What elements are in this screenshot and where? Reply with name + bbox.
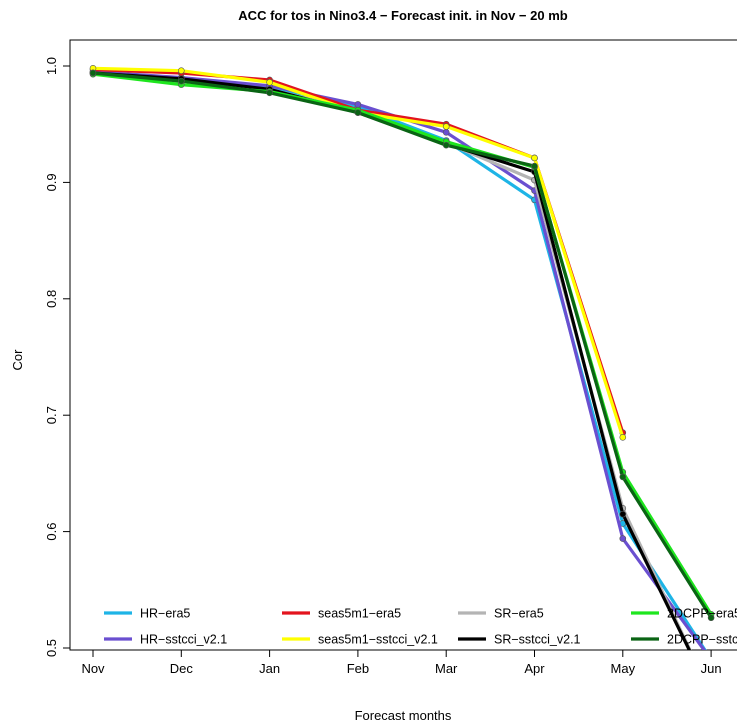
legend-label: SR−era5 (494, 607, 544, 621)
x-tick-label: Feb (347, 661, 369, 676)
series-line (91, 70, 707, 650)
series-5 (89, 69, 714, 698)
y-tick-label: 0.8 (44, 290, 59, 308)
series-6 (89, 69, 714, 698)
data-point (266, 78, 273, 86)
data-point (619, 473, 627, 481)
legend-label: seas5m1−era5 (318, 607, 401, 621)
data-point (619, 510, 627, 518)
legend-label: SR−sstcci_v2.1 (494, 633, 581, 647)
series-line (91, 70, 707, 650)
legend-label: HR−sstcci_v2.1 (140, 633, 227, 647)
series-line (91, 71, 692, 650)
y-axis: 0.5 0.6 0.7 0.8 0.9 1.0 (44, 57, 70, 657)
legend-label: 2DCPP−era5 (667, 607, 737, 621)
series-1 (89, 68, 707, 650)
series-2 (89, 68, 707, 650)
data-point (266, 89, 273, 97)
data-point (619, 535, 627, 542)
data-point (708, 692, 714, 698)
data-point (531, 154, 538, 162)
y-tick-label: 1.0 (44, 57, 59, 75)
chart-title: ACC for tos in Nino3.4 − Forecast init. … (238, 8, 567, 23)
legend-label: 2DCPP−sstcci_v2.1 (667, 633, 737, 647)
data-point (442, 129, 450, 136)
legend-label: HR−era5 (140, 607, 190, 621)
x-axis: Nov Dec Jan Feb Mar Apr May Jun (81, 650, 722, 676)
series-8 (89, 69, 715, 622)
plot-frame (69, 39, 737, 651)
x-tick-label: Apr (524, 661, 545, 676)
y-tick-label: 0.6 (44, 523, 59, 541)
series-line (91, 67, 625, 435)
x-tick-label: Nov (81, 661, 105, 676)
data-point (442, 141, 450, 149)
series-layer (89, 65, 715, 698)
y-tick-label: 0.9 (44, 173, 59, 191)
series-3 (89, 66, 627, 436)
legend-label: seas5m1−sstcci_v2.1 (318, 633, 438, 647)
y-tick-label: 0.5 (44, 639, 59, 657)
series-line (91, 72, 713, 616)
data-point (707, 614, 715, 622)
data-point (442, 123, 450, 130)
x-tick-label: May (611, 661, 636, 676)
series-line (91, 71, 713, 620)
data-point (531, 162, 538, 170)
data-point (178, 77, 185, 85)
series-line (91, 71, 692, 650)
x-tick-label: Jan (259, 661, 280, 676)
x-tick-label: Jun (701, 661, 722, 676)
x-axis-label: Forecast months (355, 708, 452, 723)
data-point (708, 692, 714, 698)
data-point (89, 69, 97, 77)
legend: HR−era5 seas5m1−era5 SR−era5 2DCPP−era5 HR−s… (104, 607, 737, 647)
data-point (354, 109, 362, 116)
x-tick-label: Dec (170, 661, 194, 676)
y-axis-label: Cor (10, 349, 25, 371)
x-tick-label: Mar (435, 661, 458, 676)
data-point (354, 101, 362, 108)
series-line (91, 66, 625, 439)
y-tick-label: 0.7 (44, 406, 59, 424)
data-point (178, 67, 185, 74)
data-point (619, 434, 627, 441)
series-4 (89, 65, 627, 441)
